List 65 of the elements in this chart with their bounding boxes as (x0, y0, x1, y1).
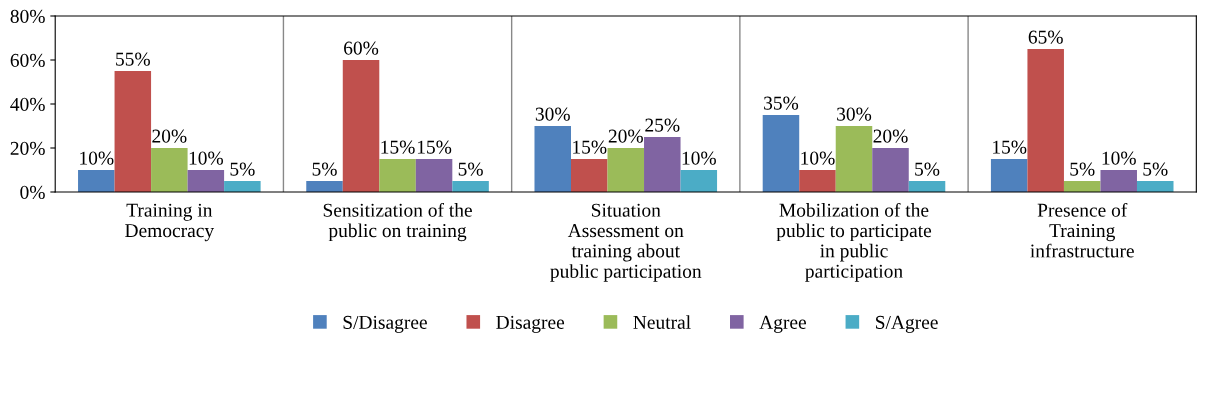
data-label: 5% (915, 162, 940, 176)
bar (114, 71, 152, 192)
x-tick-label: Mobilization of the public to participate in public participation (776, 202, 932, 282)
data-label: 20% (152, 129, 187, 143)
bar (452, 181, 489, 192)
y-tick-label: 20% (10, 141, 45, 155)
data-label: 60% (344, 41, 379, 55)
data-label: 15% (381, 140, 415, 154)
bar (415, 159, 453, 192)
bar (990, 159, 1028, 192)
data-label: 5% (312, 162, 337, 176)
data-label: 15% (417, 140, 452, 154)
data-label: 5% (230, 162, 255, 176)
data-label: 20% (608, 129, 643, 143)
bar (799, 170, 836, 192)
y-tick-label: 0% (20, 185, 45, 199)
bar (1136, 181, 1174, 192)
y-tick-label: 60% (10, 53, 45, 67)
data-label: 10% (801, 151, 835, 165)
bar (78, 170, 115, 192)
bar (835, 126, 873, 192)
data-label: 20% (873, 129, 908, 143)
data-label: 55% (116, 52, 150, 66)
bar (1027, 49, 1064, 192)
data-label: 25% (645, 118, 680, 132)
bar (1100, 170, 1137, 192)
data-label: 30% (837, 107, 872, 121)
bar (908, 181, 946, 192)
data-label: 15% (573, 140, 607, 154)
data-label: 5% (1143, 162, 1168, 176)
legend-label: Neutral (633, 315, 691, 329)
data-label: 65% (1028, 30, 1063, 44)
data-label: 5% (1070, 162, 1095, 176)
bar (224, 181, 261, 192)
bar (644, 137, 681, 192)
y-tick-label: 80% (10, 9, 45, 23)
legend-label: S/Disagree (343, 315, 427, 333)
bar (607, 148, 645, 192)
x-tick-label: Training in Democracy (125, 203, 215, 242)
bar (571, 159, 608, 192)
bar (306, 181, 343, 192)
data-label: 35% (764, 96, 799, 110)
bar (680, 170, 718, 192)
x-tick-label: Situation Assessment on training about public participation (550, 203, 702, 282)
data-label: 10% (1102, 151, 1136, 165)
bar (151, 148, 188, 192)
legend-label: Disagree (496, 315, 565, 333)
x-tick-label: Sensitization of the public on training (323, 202, 472, 242)
legend-label: S/Agree (876, 315, 938, 333)
bar (187, 170, 225, 192)
data-label: 10% (682, 151, 716, 165)
x-tick-label: Presence of Training infrastructure (1030, 202, 1134, 258)
data-label: 30% (535, 107, 570, 121)
bar (379, 159, 416, 192)
bar (534, 126, 571, 192)
y-tick-label: 40% (10, 97, 45, 111)
data-label: 15% (993, 140, 1027, 154)
data-label: 5% (458, 162, 483, 176)
data-label: 10% (189, 151, 223, 165)
bar (762, 115, 800, 192)
bar (1063, 181, 1101, 192)
bar (872, 148, 909, 192)
bar (342, 60, 380, 192)
data-label: 10% (80, 151, 114, 165)
legend-label: Agree (759, 315, 806, 333)
